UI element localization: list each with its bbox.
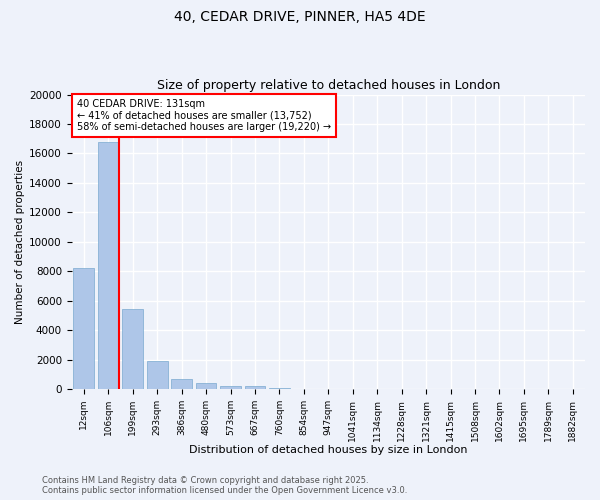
Text: 40, CEDAR DRIVE, PINNER, HA5 4DE: 40, CEDAR DRIVE, PINNER, HA5 4DE [174,10,426,24]
Text: Contains HM Land Registry data © Crown copyright and database right 2025.
Contai: Contains HM Land Registry data © Crown c… [42,476,407,495]
Bar [220,386,241,389]
X-axis label: Distribution of detached houses by size in London: Distribution of detached houses by size … [189,445,467,455]
Bar [171,378,192,389]
Title: Size of property relative to detached houses in London: Size of property relative to detached ho… [157,79,500,92]
Bar [147,361,167,389]
Bar [269,388,290,389]
Text: 40 CEDAR DRIVE: 131sqm
← 41% of detached houses are smaller (13,752)
58% of semi: 40 CEDAR DRIVE: 131sqm ← 41% of detached… [77,99,331,132]
Bar [122,310,143,389]
Bar [196,384,217,389]
Bar [245,386,265,389]
Y-axis label: Number of detached properties: Number of detached properties [15,160,25,324]
Bar [73,268,94,389]
Bar [98,142,119,389]
